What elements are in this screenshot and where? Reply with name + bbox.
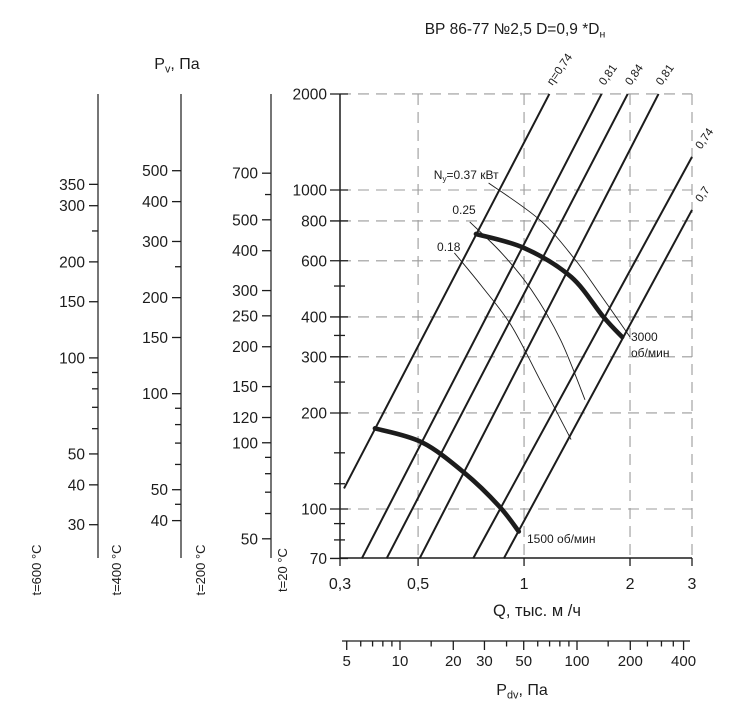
tick-label: 40 (68, 477, 86, 494)
efficiency-label: 0,7 (694, 185, 713, 205)
tick-label: 50 (151, 482, 169, 499)
x-axis (339, 557, 693, 566)
tick-label: 600 (301, 253, 327, 270)
tick-label: 300 (301, 349, 327, 366)
speed-curve (372, 426, 522, 534)
tick-label: 50 (515, 653, 532, 670)
tick-label: 300 (59, 198, 85, 215)
chart-title: ВР 86-77 №2,5 D=0,9 *Dн (425, 21, 606, 40)
tick-label: 700 (232, 166, 258, 183)
tick-label: 400 (301, 309, 327, 326)
power-curve (469, 221, 586, 400)
tick-label: 30 (68, 517, 86, 534)
tick-label: 200 (232, 339, 258, 356)
efficiency-lines (343, 93, 693, 559)
power-curves (454, 182, 631, 440)
speed-curve-label: об/мин (631, 346, 669, 360)
tick-label: 500 (232, 212, 258, 229)
tick-label: 300 (232, 283, 258, 300)
temperature-label: t=200 °C (193, 544, 208, 595)
tick-label: 2000 (293, 86, 328, 103)
tick-label: 400 (232, 243, 258, 260)
tick-label: 30 (476, 653, 493, 670)
tick-label: 350 (59, 177, 85, 194)
tick-label: 10 (392, 653, 409, 670)
temperature-label: t=600 °C (29, 544, 44, 595)
power-curve (488, 182, 631, 338)
tick-label: 150 (142, 330, 168, 347)
pdv-scale (342, 640, 690, 650)
tick-label: 500 (142, 163, 168, 180)
efficiency-line (360, 93, 603, 559)
temperature-label: t=400 °C (109, 544, 124, 595)
efficiency-label: 0,84 (623, 62, 646, 88)
tick-label: 200 (142, 290, 168, 307)
efficiency-line (472, 156, 693, 559)
pressure-scales (89, 93, 348, 560)
speed-curve (473, 231, 625, 340)
speed-curve-label: 3000 (631, 330, 658, 344)
tick-label: 100 (301, 502, 327, 519)
power-curve-label: 0.18 (437, 240, 461, 254)
efficiency-line (502, 209, 693, 559)
tick-label: 100 (59, 350, 85, 367)
power-curve (454, 252, 572, 440)
tick-label: 150 (59, 294, 85, 311)
q-axis-title: Q, тыс. м /ч (493, 602, 581, 620)
tick-label: 20 (445, 653, 462, 670)
tick-label: 70 (310, 551, 328, 568)
tick-label: 150 (232, 379, 258, 396)
tick-label: 400 (142, 194, 168, 211)
tick-label: 120 (232, 410, 258, 427)
speed-curve-label: 1500 об/мин (527, 532, 596, 546)
efficiency-label: 0,74 (694, 126, 717, 152)
tick-label: 300 (142, 234, 168, 251)
tick-label: 100 (232, 435, 258, 452)
efficiency-line (343, 93, 551, 489)
tick-label: 800 (301, 213, 327, 230)
tick-label: 200 (301, 405, 327, 422)
speed-curves (372, 231, 625, 534)
power-curve-label: 0.25 (452, 203, 476, 217)
tick-label: 0,5 (407, 576, 429, 593)
tick-label: 2 (626, 576, 635, 593)
efficiency-line (418, 93, 660, 559)
tick-label: 400 (671, 653, 696, 670)
tick-label: 40 (151, 513, 169, 530)
efficiency-label: η=0,74 (545, 51, 576, 87)
temperature-label: t=20 °C (275, 548, 290, 592)
efficiency-label: 0,81 (654, 62, 677, 87)
tick-label: 50 (241, 531, 259, 548)
efficiency-line (385, 93, 629, 559)
power-curve-label: Nу=0.37 кВт (434, 168, 499, 184)
tick-label: 250 (232, 308, 258, 325)
tick-label: 5 (343, 653, 351, 670)
tick-label: 200 (618, 653, 643, 670)
tick-label: 100 (564, 653, 589, 670)
tick-label: 3 (688, 576, 697, 593)
pv-axis-title: Pv, Па (154, 56, 200, 76)
efficiency-label: 0,81 (597, 62, 620, 87)
tick-label: 1000 (293, 183, 328, 200)
tick-label: 50 (68, 446, 86, 463)
tick-label: 200 (59, 254, 85, 271)
grid (340, 93, 693, 558)
tick-label: 100 (142, 386, 168, 403)
tick-label: 0,3 (329, 576, 351, 593)
pdv-axis-title: Pdv, Па (496, 682, 548, 702)
tick-label: 1 (520, 576, 529, 593)
